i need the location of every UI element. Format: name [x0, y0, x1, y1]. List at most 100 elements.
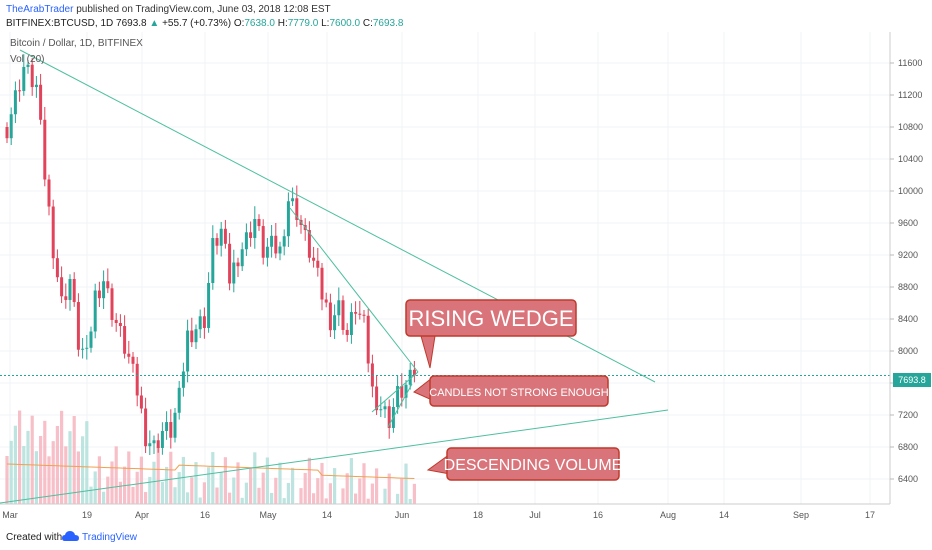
- volume-bar: [135, 471, 139, 504]
- volume-bar: [51, 441, 55, 504]
- candle-body: [152, 440, 156, 444]
- price-tick-label: 11600: [898, 58, 922, 68]
- candle-body: [76, 302, 80, 350]
- candle-body: [22, 67, 26, 91]
- candle-body: [236, 262, 240, 267]
- volume-bar: [72, 416, 76, 504]
- volume-bar: [244, 482, 248, 504]
- candle-body: [106, 281, 110, 289]
- symbol-label: BITFINEX:BTCUSD, 1D: [6, 18, 114, 29]
- volume-bar: [39, 436, 43, 504]
- volume-bar: [396, 493, 400, 504]
- volume-bar: [240, 497, 244, 504]
- volume-label: Vol (20): [10, 54, 44, 65]
- callout-candles[interactable]: CANDLES NOT STRONG ENOUGH: [413, 375, 609, 407]
- last-price-tag: 7693.8: [893, 373, 931, 387]
- volume-bar: [249, 467, 253, 504]
- candle-body: [316, 260, 320, 268]
- author-link[interactable]: TheArabTrader: [6, 4, 74, 15]
- volume-bar: [349, 458, 353, 504]
- candle-body: [312, 257, 316, 261]
- candle-body: [81, 348, 85, 350]
- time-tick-label: 14: [322, 510, 332, 520]
- high-label: H:: [277, 18, 288, 29]
- volume-bar: [152, 461, 156, 504]
- candle-body: [396, 386, 400, 407]
- chart-svg[interactable]: 6400680072007600800084008800920096001000…: [0, 32, 932, 525]
- candle-body: [148, 443, 152, 447]
- volume-bar: [316, 478, 320, 504]
- candle-body: [89, 331, 93, 348]
- volume-bar: [68, 431, 72, 504]
- candle-body: [72, 279, 76, 303]
- time-tick-label: 16: [200, 510, 210, 520]
- price-tick-label: 7200: [898, 410, 918, 420]
- volume-bar: [354, 493, 358, 504]
- callout-box: [405, 299, 577, 337]
- volume-bar: [333, 468, 337, 504]
- open-value: 7638.0: [244, 18, 275, 29]
- volume-bar: [270, 492, 274, 504]
- candle-body: [186, 330, 190, 372]
- volume-bar: [18, 410, 22, 504]
- volume-bar: [110, 461, 114, 504]
- candle-body: [110, 288, 114, 320]
- volume-bar: [303, 472, 307, 504]
- last-price: 7693.8: [116, 18, 147, 29]
- callout-text: RISING WEDGE: [408, 306, 573, 331]
- price-tick-label: 9200: [898, 250, 918, 260]
- price-axis[interactable]: 6400680072007600800084008800920096001000…: [889, 32, 923, 504]
- candle-body: [26, 64, 30, 67]
- volume-bar: [307, 457, 311, 504]
- candle-body: [383, 406, 387, 410]
- volume-bar: [412, 483, 416, 504]
- volume-bar: [118, 481, 122, 504]
- volume-bar: [13, 425, 17, 504]
- price-tag-text: 7693.8: [898, 375, 926, 385]
- chart-frame[interactable]: 6400680072007600800084008800920096001000…: [0, 32, 932, 525]
- price-tick-label: 8400: [898, 314, 918, 324]
- candle-body: [328, 302, 332, 331]
- volume-bar: [219, 472, 223, 504]
- price-tick-label: 10400: [898, 154, 923, 164]
- candle-body: [253, 219, 257, 238]
- callout-text: DESCENDING VOLUME: [444, 457, 623, 474]
- time-tick-label: 14: [719, 510, 729, 520]
- price-tag-box: [893, 373, 931, 387]
- volume-bar: [228, 492, 232, 504]
- time-tick-label: 18: [473, 510, 483, 520]
- volume-bar: [97, 456, 101, 504]
- volume-bar: [400, 478, 404, 504]
- candle-body: [144, 408, 148, 447]
- callout-rising-wedge[interactable]: RISING WEDGE: [405, 299, 577, 369]
- volume-bar: [375, 468, 379, 504]
- candle-body: [412, 369, 416, 376]
- candle-body: [85, 347, 89, 349]
- candle-body: [181, 371, 185, 388]
- volume-bar: [324, 498, 328, 504]
- time-tick-label: Aug: [660, 510, 676, 520]
- candle-body: [55, 258, 59, 278]
- volume-bar: [278, 462, 282, 504]
- time-axis[interactable]: Mar 19 Apr 16 May 14 Jun 18 Jul 16 Aug 14 Sep 17: [0, 503, 890, 520]
- close-value: 7693.8: [372, 18, 404, 29]
- candle-body: [177, 387, 181, 413]
- candle-body: [47, 179, 51, 207]
- tradingview-brand-link[interactable]: TradingView: [82, 532, 138, 543]
- tradingview-cloud-icon[interactable]: [62, 530, 80, 542]
- volume-bar: [34, 451, 38, 504]
- wedge-upper-line: [387, 383, 413, 428]
- volume-bar: [232, 477, 236, 504]
- candle-body: [139, 395, 143, 409]
- wedge-entry-line: [289, 207, 419, 373]
- ohlc-line: BITFINEX:BTCUSD, 1D 7693.8 ▲ +55.7 (+0.7…: [6, 18, 403, 29]
- candle-body: [341, 300, 345, 330]
- volume-bar: [160, 482, 164, 504]
- volume-bar: [43, 420, 47, 504]
- high-value: 7779.0: [287, 18, 319, 29]
- callout-volume[interactable]: DESCENDING VOLUME: [426, 447, 623, 481]
- chart-title: Bitcoin / Dollar, 1D, BITFINEX: [10, 38, 143, 49]
- candle-body: [366, 315, 370, 364]
- volume-bar: [282, 498, 286, 504]
- volume-bar: [81, 436, 85, 504]
